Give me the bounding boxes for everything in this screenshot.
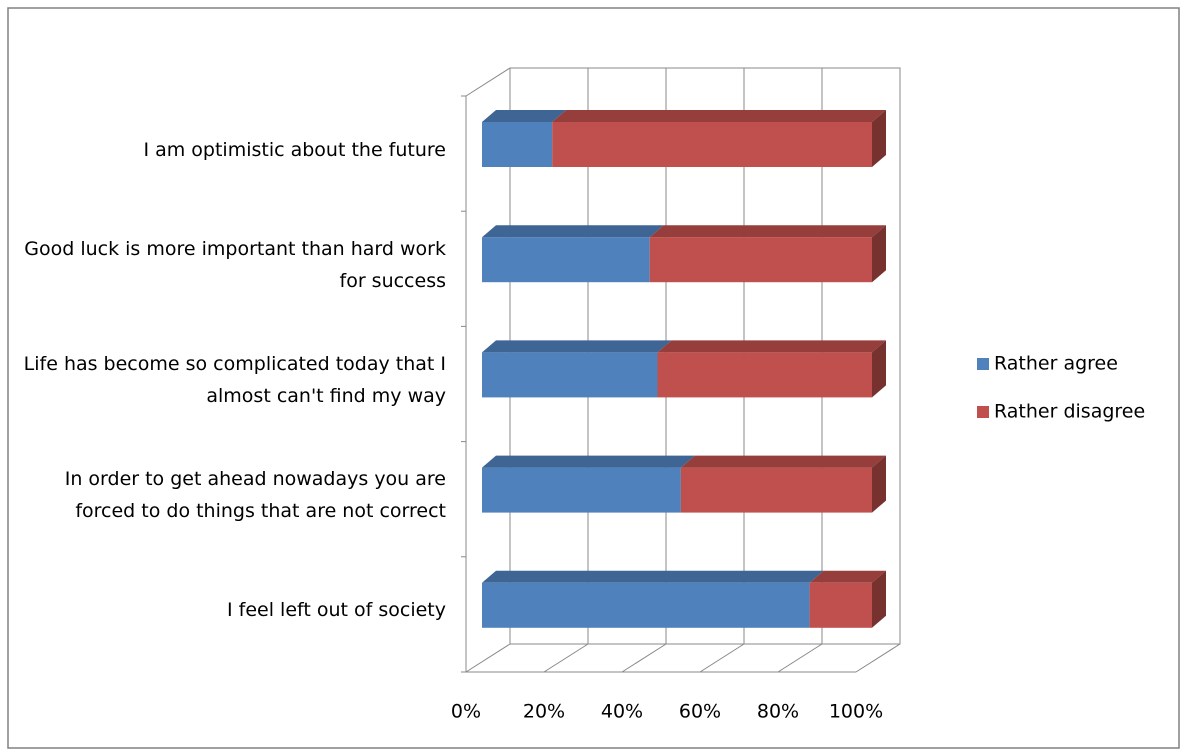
x-tick-label: 60% (679, 701, 721, 723)
bar-top (482, 455, 695, 468)
x-tick-label: 20% (523, 701, 565, 723)
bar (482, 352, 658, 398)
bar (649, 237, 872, 283)
bar (482, 122, 553, 167)
legend-label: Rather agree (994, 353, 1118, 375)
wall-edge (465, 67, 511, 97)
bar-side (872, 455, 886, 513)
bar (809, 582, 872, 628)
floor-grid-line (777, 643, 823, 673)
bar (482, 237, 650, 283)
floor-grid-line (699, 643, 745, 673)
bar (552, 122, 872, 167)
bar-top (482, 225, 664, 238)
bar-top (680, 455, 886, 468)
y-tick-label: I feel left out of society (10, 553, 446, 668)
legend-label: Rather disagree (994, 401, 1145, 423)
floor-grid-line (621, 643, 667, 673)
bar-top (482, 340, 672, 353)
bar-top (809, 570, 886, 583)
category-text: Good luck is more important than hard wo… (24, 237, 446, 292)
category-text: I feel left out of society (227, 599, 446, 622)
bar (482, 582, 810, 628)
bar-side (872, 110, 886, 167)
y-tick-label: I am optimistic about the future (10, 92, 446, 207)
bar-top (649, 225, 886, 238)
x-tick-label: 0% (451, 701, 481, 723)
bar-top (657, 340, 886, 353)
category-text: Life has become so complicated today tha… (23, 352, 446, 407)
y-tick-label: In order to get ahead nowadays you are f… (10, 438, 446, 553)
x-tick-label: 100% (829, 701, 883, 723)
category-text: I am optimistic about the future (143, 138, 446, 161)
x-tick-label: 40% (601, 701, 643, 723)
legend-swatch (977, 358, 989, 370)
floor-grid-line (543, 643, 589, 673)
bar-side (872, 570, 886, 628)
x-tick-label: 80% (757, 701, 799, 723)
y-tick-label: Life has become so complicated today tha… (10, 322, 446, 437)
bar (657, 352, 872, 398)
floor-grid-line (855, 643, 901, 673)
bar-top (552, 110, 886, 122)
bar (482, 467, 681, 513)
bar-top (482, 570, 824, 583)
bar-side (872, 340, 886, 398)
bar (680, 467, 872, 513)
legend-swatch (977, 406, 989, 418)
y-tick-label: Good luck is more important than hard wo… (10, 207, 446, 322)
category-text: In order to get ahead nowadays you are f… (64, 468, 446, 523)
floor-grid-line (465, 643, 511, 673)
bar-side (872, 225, 886, 283)
bar-top (482, 110, 567, 122)
